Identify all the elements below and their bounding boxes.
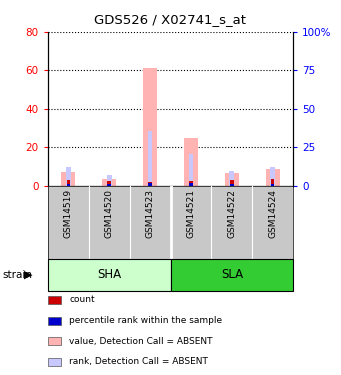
Bar xyxy=(66,180,70,186)
Bar xyxy=(271,179,275,186)
Bar xyxy=(61,172,75,186)
Bar xyxy=(189,183,193,186)
Text: GSM14523: GSM14523 xyxy=(146,189,154,238)
Bar xyxy=(189,154,193,186)
Text: percentile rank within the sample: percentile rank within the sample xyxy=(69,316,222,325)
Bar xyxy=(66,167,71,186)
Text: SHA: SHA xyxy=(97,268,121,281)
Bar xyxy=(143,68,157,186)
Bar xyxy=(184,138,198,186)
Text: strain: strain xyxy=(3,270,33,280)
Bar xyxy=(148,182,152,186)
Text: GDS526 / X02741_s_at: GDS526 / X02741_s_at xyxy=(94,13,247,26)
Text: count: count xyxy=(69,296,95,304)
Text: GSM14521: GSM14521 xyxy=(187,189,195,238)
Bar xyxy=(229,171,234,186)
Text: value, Detection Call = ABSENT: value, Detection Call = ABSENT xyxy=(69,337,213,346)
Text: GSM14519: GSM14519 xyxy=(64,189,73,238)
Bar xyxy=(148,183,152,186)
Bar xyxy=(148,131,152,186)
Bar xyxy=(102,179,116,186)
Bar xyxy=(230,180,234,186)
Text: rank, Detection Call = ABSENT: rank, Detection Call = ABSENT xyxy=(69,357,208,366)
Bar xyxy=(271,184,275,186)
Bar xyxy=(225,173,239,186)
Bar xyxy=(189,181,193,186)
Text: SLA: SLA xyxy=(221,268,243,281)
Bar xyxy=(230,184,234,186)
Bar xyxy=(270,167,275,186)
Bar xyxy=(107,181,111,186)
Text: GSM14522: GSM14522 xyxy=(227,189,236,238)
Bar xyxy=(266,169,280,186)
Bar xyxy=(107,175,112,186)
Text: GSM14524: GSM14524 xyxy=(268,189,277,238)
Text: ▶: ▶ xyxy=(24,270,32,280)
Bar xyxy=(107,184,111,186)
Bar xyxy=(66,184,70,186)
Text: GSM14520: GSM14520 xyxy=(105,189,114,238)
Bar xyxy=(48,259,170,291)
Bar xyxy=(170,259,293,291)
